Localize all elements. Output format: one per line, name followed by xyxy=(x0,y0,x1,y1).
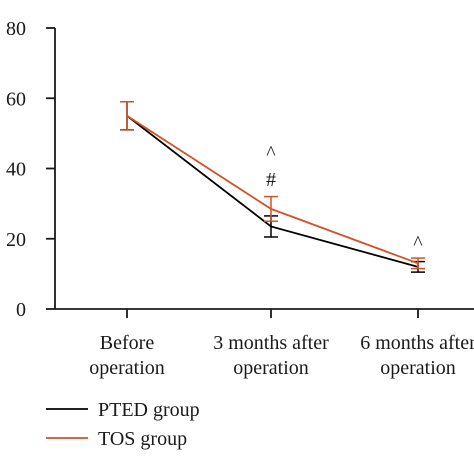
x-tick-label: 3 months after xyxy=(213,332,329,354)
x-tick-label: Before xyxy=(100,332,155,354)
annotation-symbol: ^ xyxy=(266,143,276,165)
tos-group-error-bar xyxy=(120,101,134,131)
x-axis-ticks: Before operation 3 months after operation 6 … xyxy=(89,309,474,379)
legend-item-tos-group: TOS group xyxy=(46,428,187,450)
tos-group-error-bar xyxy=(411,257,425,270)
y-tick-label: 0 xyxy=(16,299,26,321)
chart-axes xyxy=(54,28,474,310)
series-lines xyxy=(120,101,425,273)
x-tick-label: operation xyxy=(380,357,456,379)
legend-label: TOS group xyxy=(98,428,187,450)
tos-group-error-bar xyxy=(264,195,278,222)
annotation-symbol: # xyxy=(266,169,276,191)
legend-label: PTED group xyxy=(98,399,200,421)
legend: PTED group TOS group xyxy=(46,399,200,450)
legend-item-pted-group: PTED group xyxy=(46,399,200,421)
y-tick-label: 80 xyxy=(6,18,26,40)
y-tick-label: 40 xyxy=(6,159,26,181)
y-tick-label: 60 xyxy=(6,88,26,110)
x-tick-label: operation xyxy=(89,357,165,379)
significance-annotations: ^ # ^ xyxy=(266,143,423,255)
x-tick-label: 6 months after xyxy=(360,332,474,354)
y-tick-label: 20 xyxy=(6,229,26,251)
y-axis-ticks: 0 20 40 60 80 xyxy=(6,18,55,321)
x-tick-label: operation xyxy=(233,357,309,379)
annotation-symbol: ^ xyxy=(413,232,423,254)
pted-group-line xyxy=(126,115,419,268)
